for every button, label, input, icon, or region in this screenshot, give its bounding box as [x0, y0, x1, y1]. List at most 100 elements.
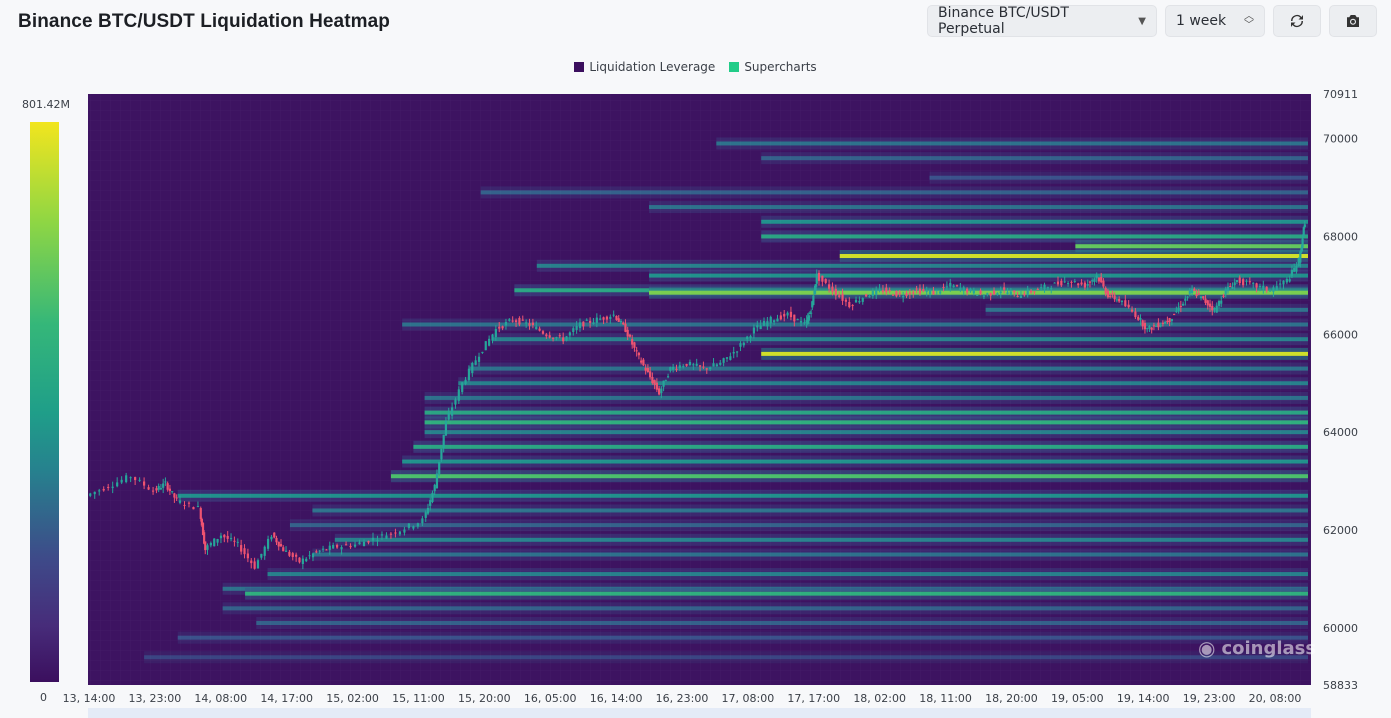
x-tick-label: 18, 20:00 [985, 692, 1038, 705]
candle-body [669, 367, 672, 371]
candle-body [166, 483, 169, 490]
candle-body [891, 294, 895, 296]
candle-body [599, 318, 602, 320]
timeline-scrollbar[interactable] [88, 708, 1311, 718]
candle-body [187, 502, 191, 504]
candle-body [1248, 281, 1251, 283]
x-tick-label: 14, 08:00 [194, 692, 247, 705]
candle-body [216, 539, 219, 543]
x-tick-label: 13, 14:00 [63, 692, 116, 705]
candle-body [531, 322, 534, 326]
candle-body [223, 534, 226, 538]
candle-body [295, 554, 298, 557]
candle-body [915, 288, 918, 290]
candle-body [260, 553, 263, 558]
legend-item-liquidation[interactable]: Liquidation Leverage [574, 60, 715, 74]
x-tick-label: 15, 20:00 [458, 692, 511, 705]
candle-body [644, 367, 647, 371]
candle-body [209, 542, 212, 546]
legend-item-supercharts[interactable]: Supercharts [729, 60, 817, 74]
candle-body [575, 325, 578, 330]
candle-body [1036, 289, 1039, 291]
candle-body [1297, 258, 1300, 267]
candle-body [1046, 287, 1049, 289]
candle-body [1157, 322, 1160, 328]
candle-body [692, 364, 695, 366]
candle-body [1077, 283, 1080, 286]
candle-body [111, 486, 114, 488]
candle-body [1139, 318, 1142, 320]
range-select[interactable]: 1 week ︿ ﹀ [1165, 5, 1265, 37]
x-tick-label: 18, 02:00 [853, 692, 906, 705]
candle-body [219, 535, 223, 539]
x-tick-label: 16, 14:00 [590, 692, 643, 705]
candle-body [525, 322, 528, 324]
y-tick-label: 66000 [1323, 328, 1358, 341]
candle-body [1050, 288, 1053, 290]
screenshot-button[interactable] [1329, 5, 1377, 37]
x-tick-label: 15, 02:00 [326, 692, 379, 705]
candle-body [1175, 310, 1178, 312]
candle-body [759, 325, 762, 330]
candle-body [637, 352, 641, 356]
candle-body [138, 479, 141, 481]
candle-body [660, 388, 663, 394]
x-tick-label: 19, 23:00 [1183, 692, 1236, 705]
candle-body [1056, 281, 1060, 285]
candle-body [213, 538, 216, 547]
candle-body [1070, 281, 1073, 283]
candle-body [151, 490, 155, 492]
candle-body [454, 399, 457, 405]
y-tick-label: 70911 [1323, 88, 1358, 101]
candle-body [746, 336, 749, 339]
candle-body [340, 547, 343, 550]
candle-body [851, 305, 854, 307]
candle-body [277, 541, 280, 547]
market-select[interactable]: Binance BTC/USDT Perpetual ▼ [927, 5, 1157, 37]
colorbar-min-label: 0 [40, 691, 47, 704]
candle-body [982, 295, 986, 297]
y-axis: 58833 60000 62000 64000 66000 68000 70000 70911 [1323, 88, 1358, 692]
candle-body [175, 497, 178, 499]
candle-body [1043, 284, 1046, 290]
candle-body [783, 313, 786, 317]
candle-body [969, 288, 972, 292]
candle-body [698, 365, 702, 367]
candle-body [682, 366, 685, 368]
candle-body [256, 560, 260, 569]
candle-body [1293, 268, 1296, 272]
candle-body [367, 541, 370, 543]
candle-body [1095, 275, 1098, 279]
refresh-button[interactable] [1273, 5, 1321, 37]
candle-body [178, 500, 182, 503]
candle-body [416, 523, 419, 527]
candle-body [385, 535, 388, 539]
candle-body [1301, 238, 1304, 248]
candle-body [1265, 286, 1268, 291]
candle-body [1245, 280, 1248, 282]
candle-body [1102, 280, 1105, 287]
candle-body [972, 290, 975, 294]
candle-body [812, 295, 815, 306]
candle-body [725, 357, 729, 359]
candle-body [192, 507, 195, 510]
candle-body [932, 290, 935, 295]
candle-body [624, 323, 627, 332]
candle-body [315, 551, 318, 553]
candle-body [1080, 282, 1083, 285]
x-tick-label: 20, 08:00 [1249, 692, 1302, 705]
candle-body [1285, 278, 1288, 283]
candle-body [298, 557, 301, 563]
candle-body [986, 293, 989, 295]
candle-body [752, 327, 756, 334]
candle-body [551, 337, 555, 339]
candle-body [895, 290, 898, 297]
candle-body [585, 319, 588, 321]
candle-body [1161, 322, 1164, 324]
candle-body [902, 296, 905, 298]
candle-body [1188, 291, 1191, 294]
candle-body [173, 493, 176, 498]
candle-body [908, 292, 911, 295]
